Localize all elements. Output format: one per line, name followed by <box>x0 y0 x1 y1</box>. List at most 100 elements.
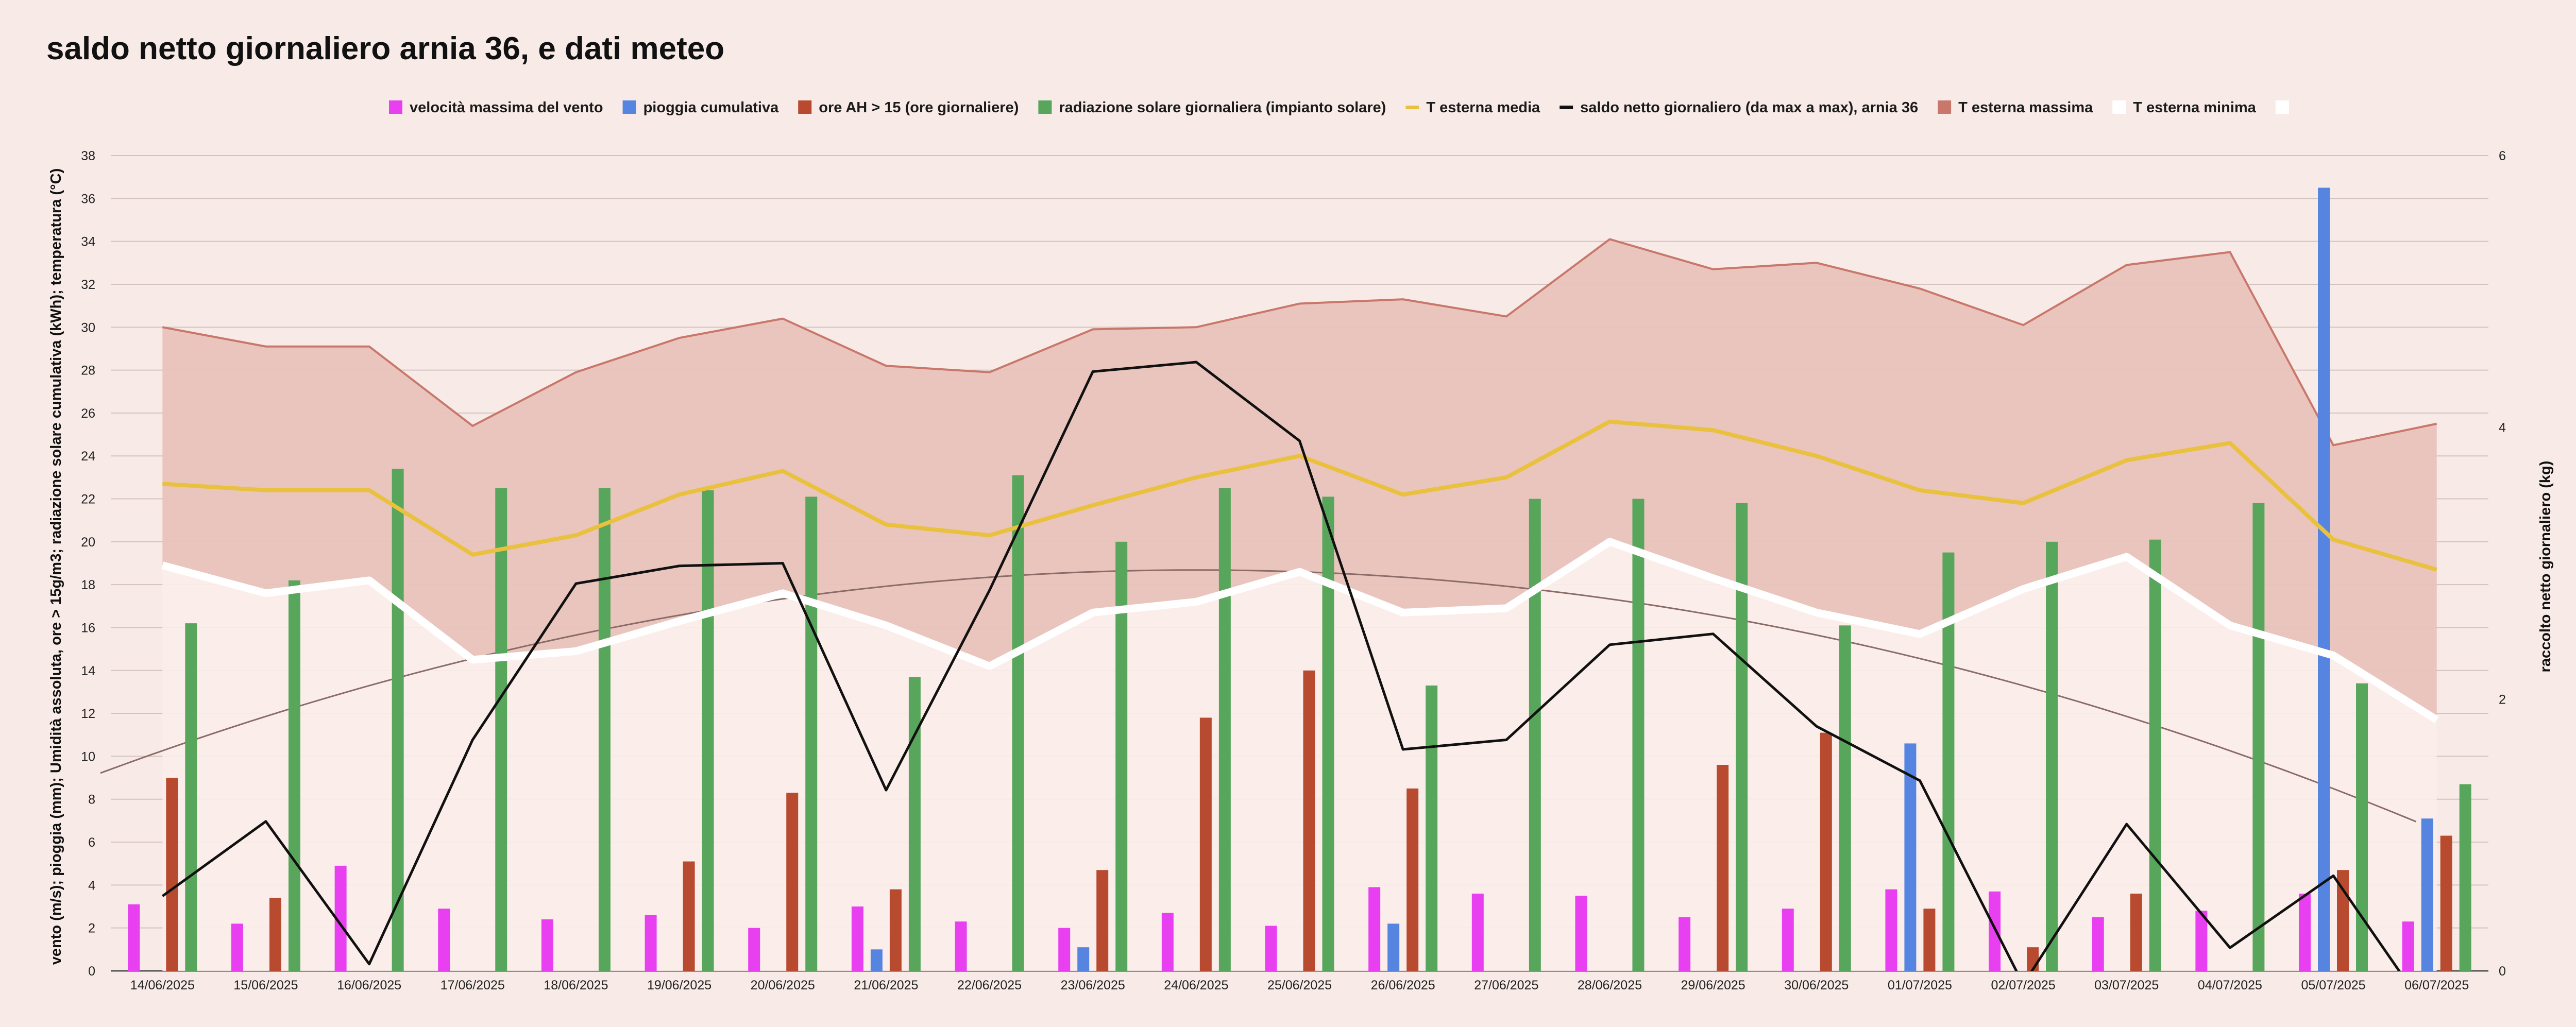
y-tick-left: 12 <box>81 707 95 721</box>
bar <box>495 488 507 971</box>
bar <box>1736 503 1748 971</box>
bar <box>870 949 883 971</box>
legend-swatch <box>389 100 402 114</box>
bar <box>1368 887 1381 971</box>
bar <box>1199 717 1212 971</box>
legend-swatch <box>2275 100 2289 114</box>
x-tick-label: 19/06/2025 <box>647 978 711 992</box>
x-tick-label: 05/07/2025 <box>2301 978 2365 992</box>
y-tick-left: 28 <box>81 364 95 378</box>
y-tick-right: 0 <box>2499 964 2506 979</box>
y-axis-right-label: raccolto netto giornaliero (kg) <box>2537 461 2554 673</box>
bar <box>541 919 553 971</box>
x-tick-label: 17/06/2025 <box>440 978 505 992</box>
x-tick-label: 02/07/2025 <box>1991 978 2056 992</box>
y-tick-left: 22 <box>81 492 95 507</box>
y-tick-left: 36 <box>81 192 95 206</box>
x-tick-label: 24/06/2025 <box>1164 978 1228 992</box>
bar <box>908 677 921 971</box>
x-tick-label: 22/06/2025 <box>957 978 1022 992</box>
bar <box>1679 917 1691 971</box>
y-tick-left: 4 <box>88 878 95 893</box>
y-tick-right: 2 <box>2499 692 2506 707</box>
legend-swatch <box>2112 100 2126 114</box>
bar <box>1923 909 1936 971</box>
bar <box>2356 683 2368 971</box>
legend-label: T esterna media <box>1426 99 1540 116</box>
legend-swatch <box>798 100 812 114</box>
bar <box>748 928 760 971</box>
bar <box>166 778 178 971</box>
lines <box>161 361 2439 971</box>
bar <box>128 904 140 971</box>
bar <box>269 898 281 971</box>
chart-title: saldo netto giornaliero arnia 36, e dati… <box>46 31 724 66</box>
legend-label: T esterna massima <box>1958 99 2093 116</box>
x-tick-label: 03/07/2025 <box>2094 978 2159 992</box>
y-axis-left-label: vento (m/s); pioggia (mm); Umidità assol… <box>48 168 64 965</box>
temperature-areas <box>162 238 2437 971</box>
legend-label: saldo netto giornaliero (da max a max), … <box>1580 99 1918 116</box>
bar <box>1161 913 1174 971</box>
y-tick-left: 10 <box>81 749 95 764</box>
legend-label: radiazione solare giornaliera (impianto … <box>1059 99 1386 116</box>
bar <box>1096 870 1109 971</box>
x-tick-label: 20/06/2025 <box>751 978 815 992</box>
y-tick-left: 6 <box>88 835 95 850</box>
bar <box>1265 926 1277 971</box>
bar <box>1471 894 1484 971</box>
bar <box>1077 947 1090 971</box>
area-t-max <box>162 239 2437 720</box>
x-tick-label: 14/06/2025 <box>130 978 195 992</box>
bar <box>231 923 243 971</box>
bar <box>1529 499 1541 971</box>
line-t-media <box>162 419 2437 572</box>
y-tick-right: 6 <box>2499 149 2506 163</box>
bar <box>2459 784 2471 971</box>
line-t-max <box>162 238 2437 447</box>
bar <box>1942 552 1955 971</box>
bar <box>2421 818 2433 971</box>
line-t-min <box>161 538 2439 723</box>
bar <box>2046 541 2058 971</box>
y-tick-left: 30 <box>81 320 95 335</box>
bar <box>438 909 450 971</box>
bar <box>2318 187 2330 971</box>
bar <box>2299 894 2311 971</box>
bar <box>786 793 799 971</box>
y-tick-left: 20 <box>81 535 95 550</box>
y-tick-left: 32 <box>81 278 95 292</box>
legend-swatch <box>1038 100 1052 114</box>
x-tick-label: 27/06/2025 <box>1474 978 1538 992</box>
bar <box>955 921 967 971</box>
bar <box>1387 923 1400 971</box>
bar <box>2252 503 2265 971</box>
bar <box>2149 539 2161 971</box>
x-tick-label: 29/06/2025 <box>1681 978 1745 992</box>
bar <box>1839 625 1851 971</box>
bar <box>1782 909 1794 971</box>
bar <box>1632 499 1645 971</box>
legend-label: ore AH > 15 (ore giornaliere) <box>819 99 1019 116</box>
bar <box>1303 670 1315 971</box>
bar <box>1820 732 1832 971</box>
x-tick-label: 28/06/2025 <box>1578 978 1642 992</box>
x-tick-label: 25/06/2025 <box>1267 978 1332 992</box>
legend: velocità massima del vento pioggia cumula… <box>389 99 2289 116</box>
area-t-min <box>162 541 2437 971</box>
bar <box>1406 788 1419 971</box>
bar <box>2195 911 2208 971</box>
y-tick-left: 0 <box>88 964 95 979</box>
bar <box>1575 896 1587 971</box>
y-tick-left: 34 <box>81 235 95 249</box>
bar <box>1012 475 1024 971</box>
line-saldo <box>161 361 2401 971</box>
bar <box>1058 928 1071 971</box>
bar <box>889 889 902 971</box>
x-tick-label: 23/06/2025 <box>1061 978 1125 992</box>
y-tick-left: 24 <box>81 449 95 464</box>
legend-swatch <box>1560 106 1573 109</box>
bar <box>598 488 611 971</box>
bar <box>288 580 300 971</box>
legend-label: pioggia cumulativa <box>643 99 779 116</box>
